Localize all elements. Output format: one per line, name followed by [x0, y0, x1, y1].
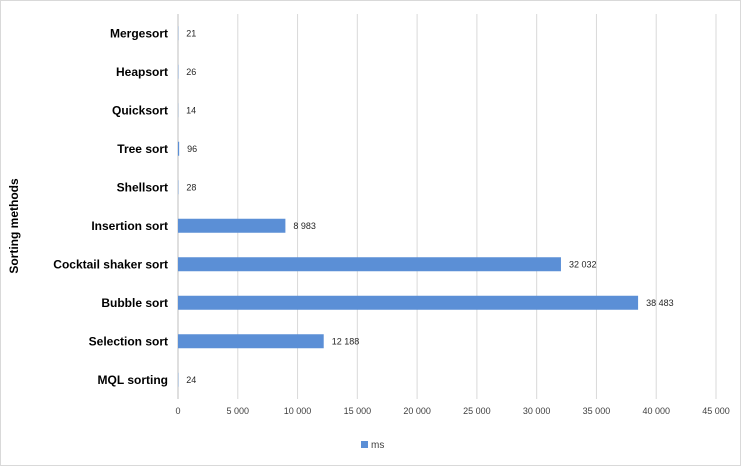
- category-label: Cocktail shaker sort: [53, 257, 168, 271]
- x-tick-label: 40 000: [642, 406, 670, 416]
- category-label: Insertion sort: [91, 219, 168, 233]
- category-label: Mergesort: [110, 26, 168, 40]
- category-label: Quicksort: [112, 103, 168, 117]
- y-axis-title: Sorting methods: [7, 178, 21, 274]
- category-label: Selection sort: [89, 334, 168, 348]
- x-tick-labels: 0 5 000 10 000 15 000 20 000 25 000 30 000 35 0…: [175, 406, 729, 416]
- bar: [178, 141, 180, 156]
- category-labels: Mergesort Heapsort Quicksort Tree sort Shell…: [53, 26, 168, 387]
- x-tick-label: 45 000: [702, 406, 730, 416]
- data-labels: 21 26 14 96 28 8 983 32 032 38 483 12 188 24: [186, 28, 673, 385]
- bar: [178, 334, 324, 349]
- data-label: 8 983: [293, 221, 316, 231]
- bar: [178, 218, 286, 233]
- data-label: 26: [186, 67, 196, 77]
- data-label: 96: [187, 144, 197, 154]
- x-tick-label: 5 000: [227, 406, 250, 416]
- data-label: 14: [186, 105, 196, 115]
- category-label: Heapsort: [116, 65, 168, 79]
- x-tick-label: 35 000: [583, 406, 611, 416]
- data-label: 24: [186, 375, 196, 385]
- bar: [178, 257, 561, 272]
- x-tick-label: 20 000: [403, 406, 431, 416]
- data-label: 21: [186, 28, 196, 38]
- data-label: 38 483: [646, 298, 674, 308]
- x-tick-label: 25 000: [463, 406, 491, 416]
- x-tick-label: 15 000: [344, 406, 372, 416]
- category-label: Tree sort: [117, 142, 168, 156]
- category-label: Bubble sort: [101, 296, 168, 310]
- data-label: 32 032: [569, 259, 597, 269]
- data-label: 12 188: [332, 336, 360, 346]
- bars: [178, 26, 639, 387]
- category-label: Shellsort: [117, 180, 168, 194]
- legend-label: ms: [371, 440, 384, 451]
- legend: ms: [361, 440, 384, 451]
- bar: [178, 295, 639, 310]
- x-tick-label: 10 000: [284, 406, 312, 416]
- x-tick-label: 30 000: [523, 406, 551, 416]
- x-tick-label: 0: [175, 406, 180, 416]
- legend-swatch: [361, 441, 368, 448]
- data-label: 28: [186, 182, 196, 192]
- category-label: MQL sorting: [98, 373, 168, 387]
